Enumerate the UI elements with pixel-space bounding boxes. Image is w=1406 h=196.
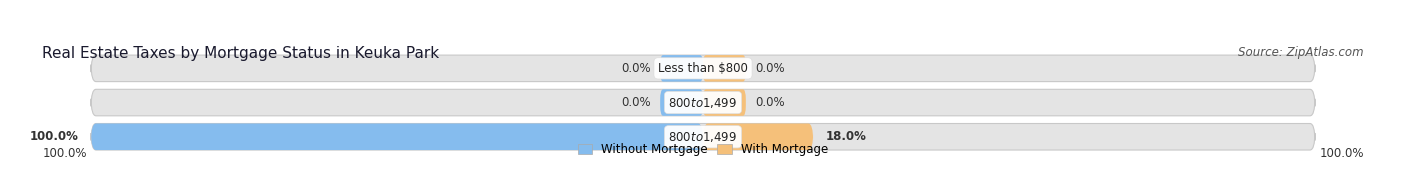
Text: 100.0%: 100.0% [1319,147,1364,160]
FancyBboxPatch shape [703,55,745,82]
FancyBboxPatch shape [91,123,1315,150]
FancyBboxPatch shape [91,89,1315,116]
Text: 0.0%: 0.0% [621,96,651,109]
FancyBboxPatch shape [703,89,745,116]
Text: 0.0%: 0.0% [755,62,785,75]
Text: 18.0%: 18.0% [825,130,866,143]
Text: 100.0%: 100.0% [30,130,79,143]
FancyBboxPatch shape [91,55,1315,82]
Text: 0.0%: 0.0% [755,96,785,109]
Text: Source: ZipAtlas.com: Source: ZipAtlas.com [1239,46,1364,59]
Text: $800 to $1,499: $800 to $1,499 [668,96,738,110]
Text: 100.0%: 100.0% [42,147,87,160]
Text: $800 to $1,499: $800 to $1,499 [668,130,738,144]
Text: 0.0%: 0.0% [621,62,651,75]
FancyBboxPatch shape [703,123,813,150]
Legend: Without Mortgage, With Mortgage: Without Mortgage, With Mortgage [578,143,828,156]
FancyBboxPatch shape [661,55,703,82]
FancyBboxPatch shape [661,89,703,116]
FancyBboxPatch shape [91,123,703,150]
Text: Less than $800: Less than $800 [658,62,748,75]
Text: Real Estate Taxes by Mortgage Status in Keuka Park: Real Estate Taxes by Mortgage Status in … [42,46,439,61]
